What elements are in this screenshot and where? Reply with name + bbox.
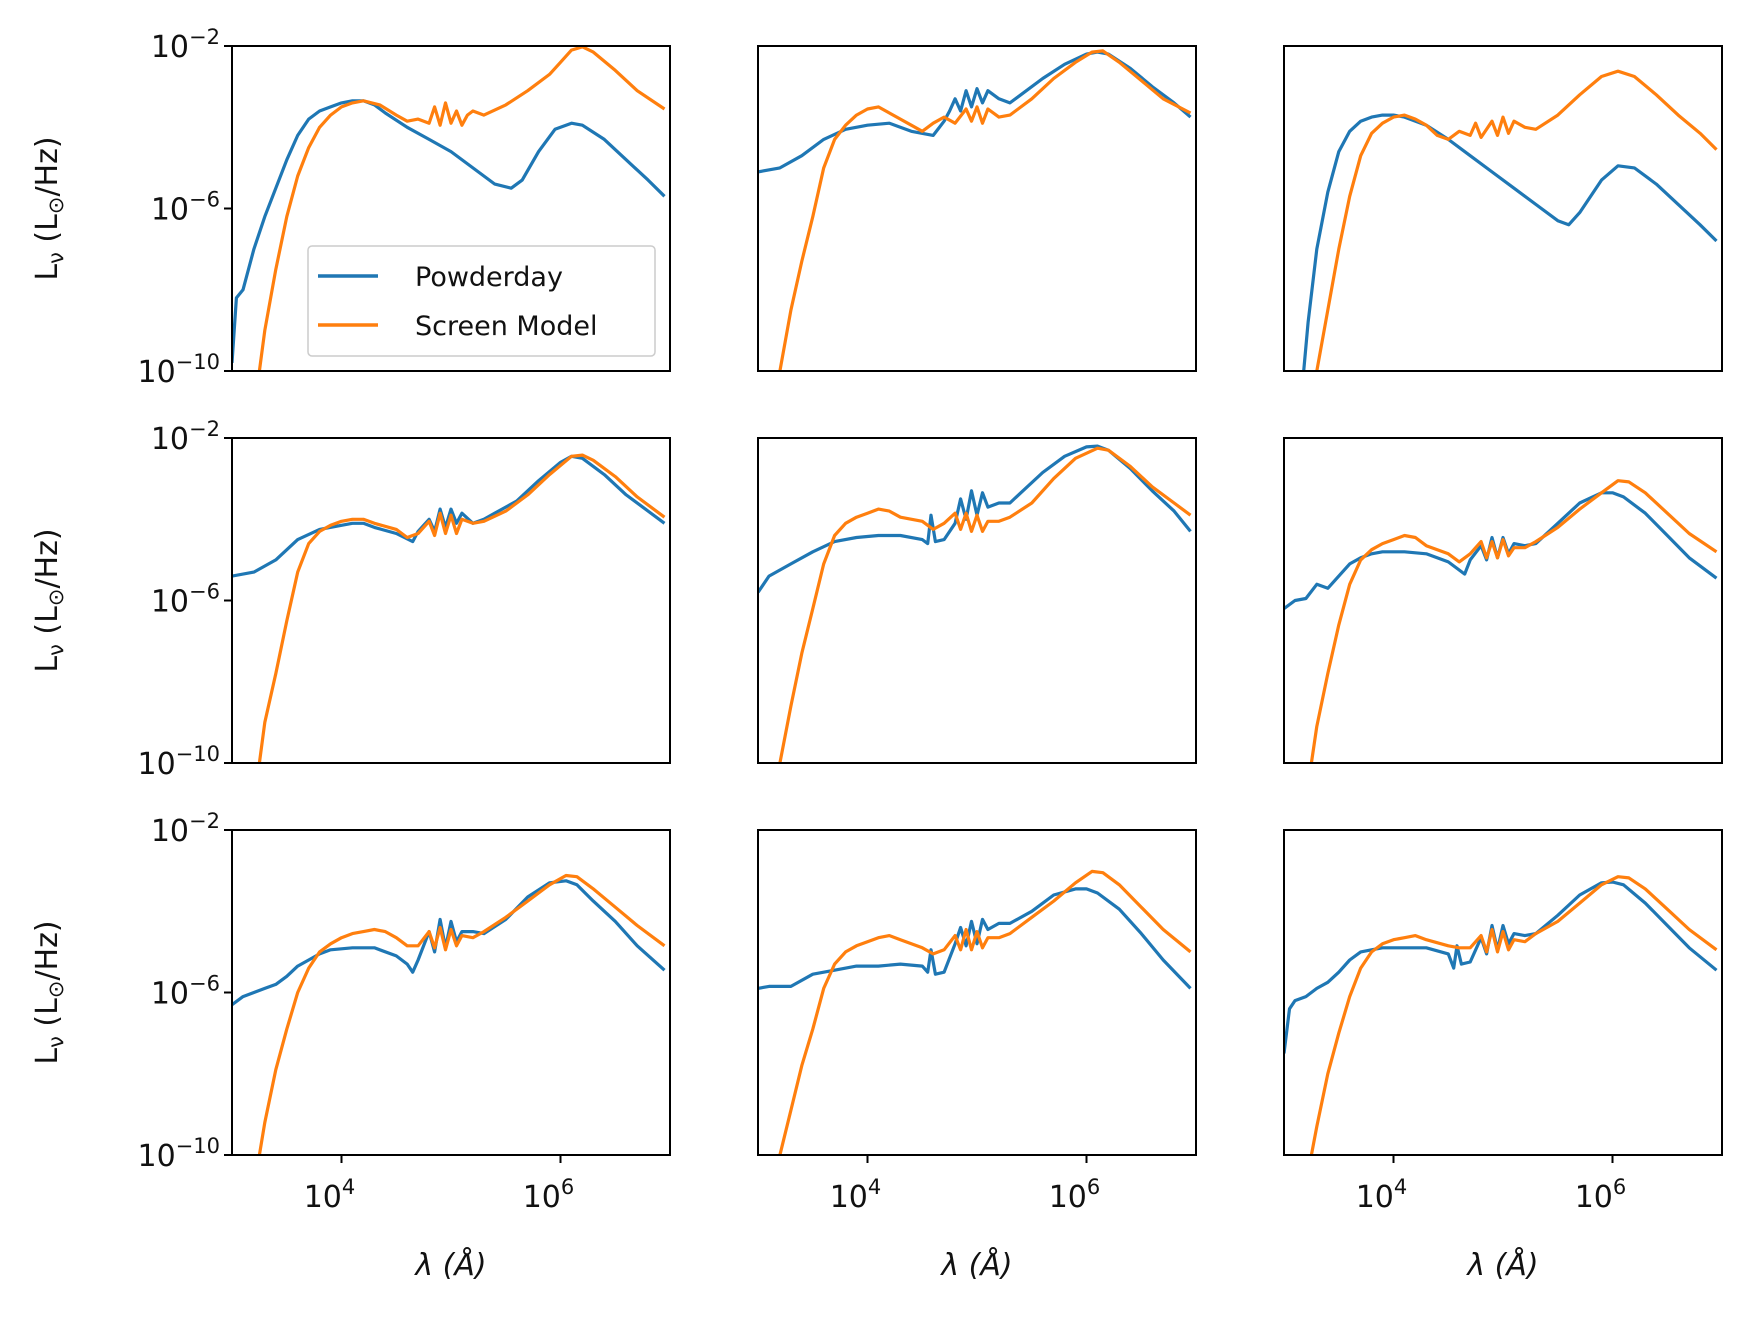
y-axis-title: Lν (L⊙/Hz)	[30, 136, 68, 280]
legend-frame	[307, 245, 656, 357]
x-tick-label: 106	[523, 1175, 575, 1215]
y-axis-title: Lν (L⊙/Hz)	[30, 528, 68, 672]
y-tick-label: 10−10	[137, 1134, 220, 1174]
legend-label-screen-model: Screen Model	[415, 311, 597, 342]
series-line-powderday	[1284, 491, 1718, 610]
panel-r1-c2	[1283, 437, 1723, 764]
x-tick-label: 106	[1049, 1175, 1101, 1215]
y-tick-label: 10−2	[151, 809, 220, 849]
panel-frame	[231, 437, 671, 764]
series-line-screen-model	[1309, 875, 1718, 1155]
y-tick-label: 10−6	[151, 972, 220, 1012]
series-line-powderday	[758, 887, 1192, 990]
series-line-screen-model	[778, 869, 1192, 1155]
panel-r2-c1: 104 106 λ (Å)	[757, 829, 1197, 1283]
x-axis-title: λ (Å)	[939, 1247, 1012, 1283]
y-tick-label: 10−10	[137, 742, 220, 782]
y-tick-label: 10−2	[151, 25, 220, 65]
legend-label-powderday: Powderday	[415, 262, 563, 293]
x-axis-title: λ (Å)	[413, 1247, 486, 1283]
series-line-powderday	[1284, 880, 1718, 1054]
x-tick-label: 104	[830, 1175, 882, 1215]
series-line-screen-model	[257, 873, 666, 1155]
series-line-screen-model	[778, 49, 1192, 371]
y-tick-label: 10−2	[151, 417, 220, 457]
y-axis-title: Lν (L⊙/Hz)	[30, 920, 68, 1064]
x-tick-label: 104	[1356, 1175, 1408, 1215]
series-line-powderday	[232, 454, 666, 578]
x-tick-label: 106	[1575, 1175, 1627, 1215]
panel-r1-c1	[757, 437, 1197, 764]
panel-frame	[1283, 829, 1723, 1156]
series-line-screen-model	[257, 46, 666, 371]
y-tick-label: 10−10	[137, 350, 220, 390]
panel-frame	[757, 829, 1197, 1156]
legend: Powderday Screen Model	[307, 245, 656, 357]
x-tick-label: 104	[304, 1175, 356, 1215]
y-tick-label: 10−6	[151, 188, 220, 228]
series-line-powderday	[1302, 113, 1718, 371]
panel-frame	[757, 45, 1197, 372]
panel-frame	[1283, 45, 1723, 372]
panel-r2-c0: 10−2 10−6 10−10 Lν (L⊙/Hz) 104 106 λ (Å)	[30, 809, 671, 1283]
series-line-screen-model	[778, 446, 1192, 763]
panel-r0-c0: 10−2 10−6 10−10 Lν (L⊙/Hz)	[30, 25, 671, 390]
series-line-powderday	[758, 444, 1192, 594]
series-line-screen-model	[1315, 69, 1718, 371]
panel-r1-c0: 10−2 10−6 10−10 Lν (L⊙/Hz)	[30, 417, 671, 782]
panel-r0-c1	[757, 45, 1197, 372]
series-line-screen-model	[1309, 479, 1718, 763]
panel-r2-c2: 104 106 λ (Å)	[1283, 829, 1723, 1283]
x-axis-title: λ (Å)	[1465, 1247, 1538, 1283]
series-line-powderday	[232, 99, 666, 364]
panels-layer: 10−2 10−6 10−10 Lν (L⊙/Hz) 10−2 10−6 10−10 Lν (…	[30, 25, 1723, 1283]
y-tick-label: 10−6	[151, 580, 220, 620]
series-line-screen-model	[257, 453, 666, 763]
panel-frame	[1283, 437, 1723, 764]
panel-frame	[757, 437, 1197, 764]
panel-r0-c2	[1283, 45, 1723, 372]
